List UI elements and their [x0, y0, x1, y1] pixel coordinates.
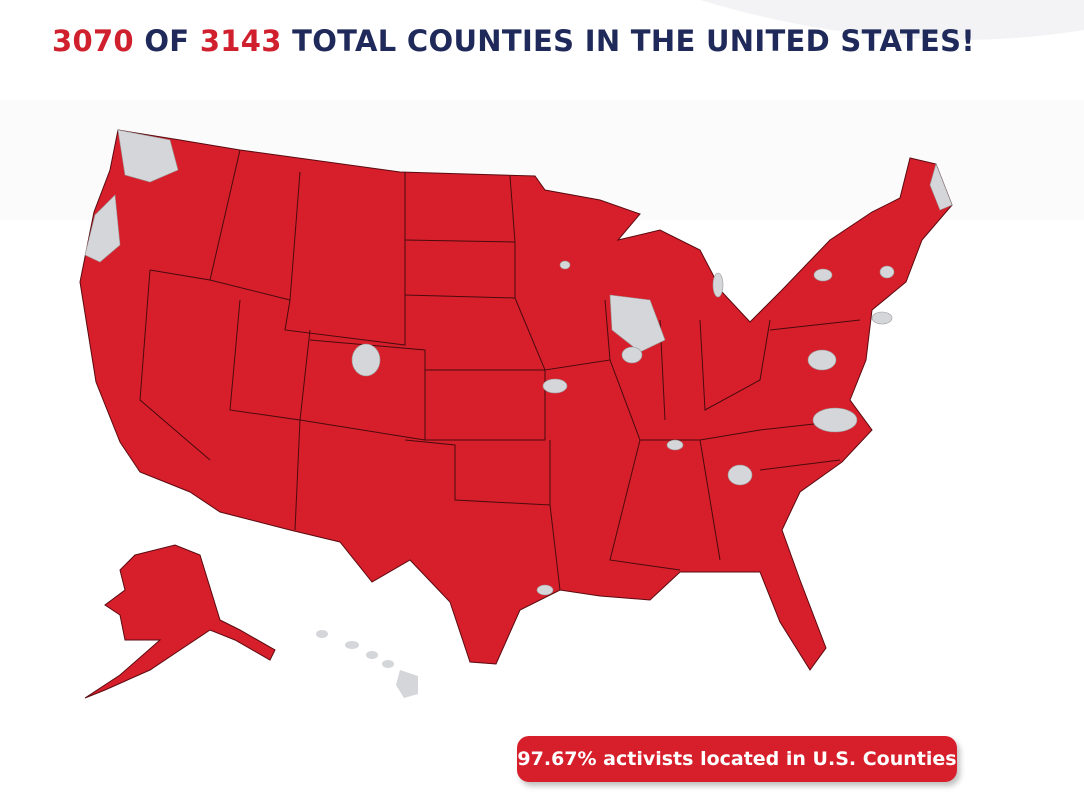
- contiguous-us: [79, 129, 953, 671]
- total-count: 3143: [199, 24, 282, 58]
- uncovered-counties: [84, 129, 953, 596]
- stat-badge: 97.67% activists located in U.S. Countie…: [517, 736, 957, 782]
- hawaii: [316, 630, 418, 698]
- headline-rest: TOTAL COUNTIES IN THE UNITED STATES!: [292, 24, 975, 58]
- headline: 3070 OF 3143 TOTAL COUNTIES IN THE UNITE…: [52, 24, 975, 58]
- covered-count: 3070: [52, 24, 134, 58]
- alaska: [84, 544, 276, 699]
- headline-of: OF: [144, 24, 190, 58]
- background-wave: [700, 0, 1084, 40]
- badge-text: 97.67% activists located in U.S. Countie…: [517, 748, 957, 770]
- state-borders: [139, 149, 861, 591]
